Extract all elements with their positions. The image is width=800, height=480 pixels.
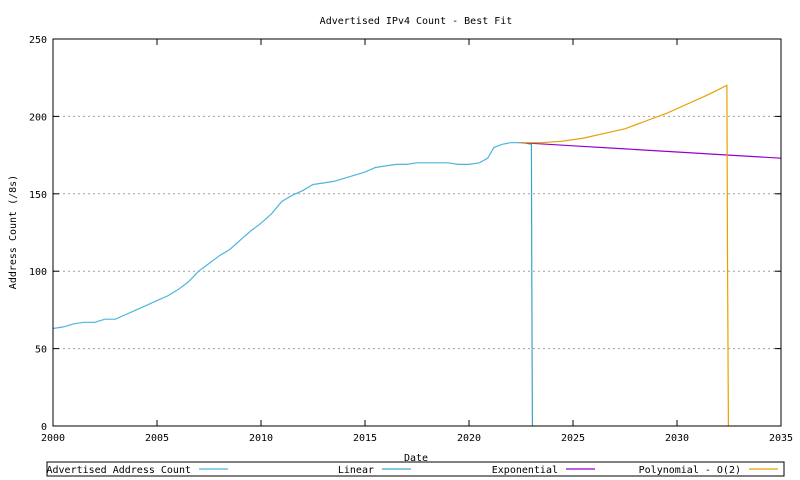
series-line-3 bbox=[520, 142, 782, 159]
y-tick-label: 200 bbox=[29, 112, 47, 123]
y-tick-label: 150 bbox=[29, 190, 47, 201]
series-line-2 bbox=[516, 142, 534, 427]
chart-title: Advertised IPv4 Count - Best Fit bbox=[320, 16, 513, 27]
y-tick-label: 250 bbox=[29, 35, 47, 46]
series-layer bbox=[52, 84, 782, 427]
y-tick-label: 0 bbox=[41, 422, 47, 433]
series-line-1 bbox=[52, 142, 517, 330]
x-tick-label: 2030 bbox=[665, 433, 689, 444]
x-tick-label: 2025 bbox=[561, 433, 585, 444]
series-line-4 bbox=[521, 84, 730, 427]
x-tick-label: 2010 bbox=[249, 433, 273, 444]
x-tick-label: 2015 bbox=[353, 433, 377, 444]
axis-ticks: 0 50 100 150 200 250 2000 2005 2010 2015 2020 2025 2… bbox=[29, 35, 793, 444]
legend-label: Exponential bbox=[492, 465, 558, 476]
plot-frame bbox=[52, 38, 782, 427]
x-tick-label: 2020 bbox=[457, 433, 481, 444]
legend-label: Polynomial - O(2) bbox=[639, 465, 741, 476]
legend: Advertised Address Count Linear Exponentia… bbox=[46, 461, 785, 477]
legend-label: Advertised Address Count bbox=[47, 465, 192, 476]
y-tick-label: 50 bbox=[35, 345, 47, 356]
x-axis-label: Date bbox=[404, 453, 428, 464]
legend-label: Linear bbox=[338, 465, 374, 476]
x-tick-label: 2000 bbox=[41, 433, 65, 444]
y-axis-label: Address Count (/8s) bbox=[8, 175, 19, 289]
x-tick-label: 2035 bbox=[769, 433, 793, 444]
y-tick-label: 100 bbox=[29, 267, 47, 278]
legend-box bbox=[46, 461, 785, 477]
x-tick-label: 2005 bbox=[145, 433, 169, 444]
